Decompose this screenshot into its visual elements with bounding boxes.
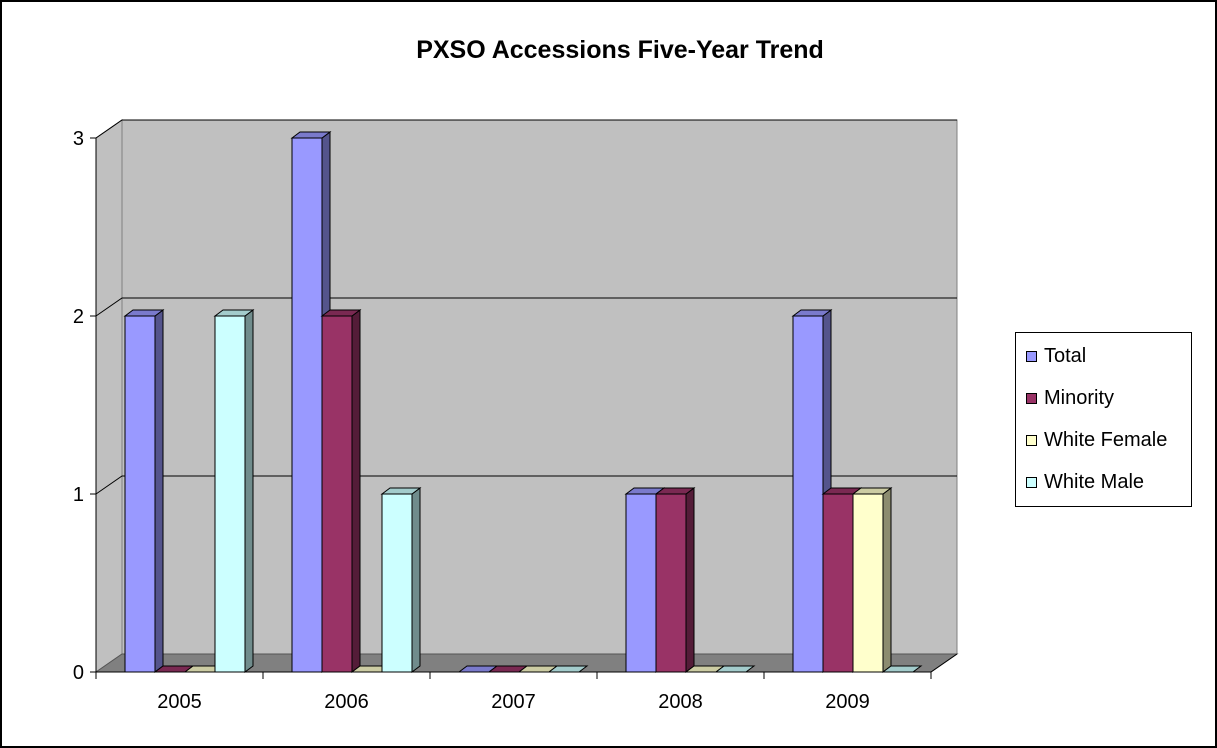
y-tick-label: 1	[73, 484, 84, 506]
x-tick-label: 2006	[324, 691, 369, 713]
gridline	[95, 119, 957, 139]
bar-2005-white-male	[213, 309, 255, 673]
legend-label-white-male: White Male	[1044, 470, 1145, 493]
bar-front	[792, 315, 824, 673]
bar-top	[380, 487, 422, 495]
bar-2006-minority	[320, 309, 362, 673]
bars	[123, 131, 923, 673]
x-tick-label: 2007	[491, 691, 536, 713]
legend-label-total: Total	[1044, 344, 1087, 367]
bar-side	[685, 487, 695, 673]
legend-item-white-female: White Female	[1026, 425, 1167, 455]
bar-top	[290, 131, 332, 139]
x-tick-label: 2008	[658, 691, 703, 713]
legend-swatch-white-female	[1026, 434, 1037, 446]
x-tick-label: 2009	[825, 691, 870, 713]
bar-front	[381, 493, 413, 673]
bar-side	[154, 309, 164, 673]
y-tick-label: 0	[73, 662, 84, 684]
bar-front	[655, 493, 687, 673]
legend-item-minority: Minority	[1026, 383, 1114, 413]
gridlines	[95, 119, 957, 495]
bar-top	[851, 487, 893, 495]
bar-2005-total	[123, 309, 165, 673]
bar-side	[351, 309, 361, 673]
legend: Total Minority White Female White Male	[1015, 332, 1192, 507]
bar-top	[791, 309, 833, 317]
gridline	[95, 297, 957, 317]
floor-edge	[930, 653, 958, 673]
gridline	[95, 475, 957, 495]
bar-top	[654, 487, 696, 495]
legend-swatch-minority	[1026, 392, 1037, 404]
legend-swatch-total	[1026, 350, 1037, 362]
legend-label-minority: Minority	[1044, 386, 1115, 409]
bar-front	[124, 315, 156, 673]
bar-front	[214, 315, 246, 673]
bar-top	[123, 309, 165, 317]
bar-2009-white-female	[851, 487, 893, 673]
side-wall	[95, 119, 123, 673]
y-tick-label: 2	[73, 306, 84, 328]
x-tick-label: 2005	[157, 691, 202, 713]
chart-title: PXSO Accessions Five-Year Trend	[416, 36, 824, 64]
bar-side	[244, 309, 254, 673]
bar-2006-white-male	[380, 487, 422, 673]
bar-2008-minority	[654, 487, 696, 673]
legend-label-white-female: White Female	[1044, 428, 1168, 451]
legend-item-total: Total	[1026, 341, 1086, 371]
bar-front	[625, 493, 657, 673]
bar-side	[411, 487, 421, 673]
bar-top	[320, 309, 362, 317]
legend-item-white-male: White Male	[1026, 467, 1144, 497]
legend-swatch-white-male	[1026, 476, 1037, 488]
bar-front	[822, 493, 854, 673]
bar-front	[291, 137, 323, 673]
bar-front	[321, 315, 353, 673]
bar-top	[213, 309, 255, 317]
axes: 0 1 2 3 2005 2006 2007 2008 2009	[73, 128, 958, 713]
bar-front	[852, 493, 884, 673]
bar-side	[882, 487, 892, 673]
y-tick-label: 3	[73, 128, 84, 150]
